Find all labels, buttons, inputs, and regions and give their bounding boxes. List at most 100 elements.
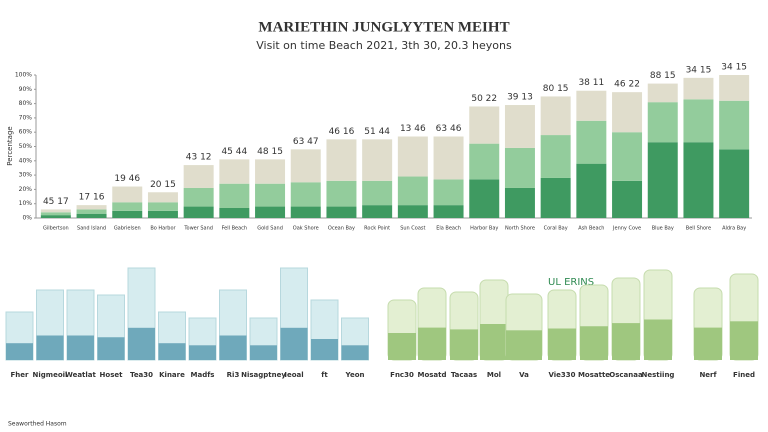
bar-segment [290,149,321,183]
panel-fill [418,327,446,360]
panel-fill [97,337,125,360]
y-tick-label: 0% [22,215,32,222]
x-tick-label: Tower Sand [183,226,213,232]
panel-fill [644,319,672,360]
bar-segment [540,177,571,218]
x-tick-label: Bo Harbor [150,226,176,232]
panel-label: Nerf [699,371,717,379]
panel-label: Ieoal [284,371,303,379]
panel-label: Mosatd [417,371,446,379]
bar-segment [40,215,71,218]
y-tick-label: 20% [19,186,33,193]
x-tick-label: Gilbertson [43,226,69,232]
panel-label: Ri3 [227,371,240,379]
panel-fill [388,333,416,360]
y-tick-label: 100% [15,72,32,79]
bar-segment [683,99,714,143]
panel-fill [580,326,608,360]
bar-segment [719,75,750,101]
x-tick-label: Blue Bay [652,226,674,232]
panel-label: Vie330 [548,371,575,379]
bar-segment [540,135,571,178]
bar-annotation: 45 44 [221,147,247,157]
y-tick-label: 40% [19,157,33,164]
bar-annotation: 63 47 [293,137,319,147]
bar-segment [362,205,393,218]
bar-segment [147,192,178,203]
x-tick-label: Jenny Cove [612,226,641,232]
y-tick-label: 10% [19,200,33,207]
bar-segment [719,100,750,150]
bar-segment [433,136,464,180]
bar-annotation: 20 15 [150,180,176,190]
bar-segment [183,206,214,218]
x-tick-label: North Shore [505,226,535,232]
bar-segment [576,120,607,164]
panel-fill [158,343,186,360]
bar-segment [540,96,571,136]
bar-segment [469,179,500,218]
bar-segment [683,77,714,100]
bar-annotation: 80 15 [543,84,569,94]
x-tick-label: Harbor Bay [470,226,498,232]
bar-annotation: 88 15 [650,71,676,81]
bar-annotation: 38 11 [578,78,604,88]
panel-label: Tacaas [451,371,477,379]
panel-fill [450,329,478,360]
y-axis-label: Percentage [6,126,14,165]
bar-segment [719,149,750,218]
bar-segment [112,210,143,218]
chart-subtitle: Visit on time Beach 2021, 3th 30, 20.3 h… [256,39,512,52]
bar-segment [147,210,178,218]
bar-annotation: 46 22 [614,80,640,90]
bar-segment [576,90,607,121]
bar-segment [219,159,250,184]
y-tick-label: 50% [19,143,33,150]
bar-segment [219,207,250,218]
bar-segment [397,176,428,206]
y-tick-label: 70% [19,114,33,121]
panel-label: Kinare [159,371,185,379]
panel-fill [341,345,369,360]
bar-annotation: 50 22 [471,94,497,104]
x-tick-label: Rock Point [364,226,390,232]
y-tick-label: 90% [19,86,33,93]
bar-segment [183,187,214,207]
bar-segment [326,206,357,218]
y-tick-label: 60% [19,129,33,136]
x-tick-label: Ocean Bay [328,226,355,232]
bar-segment [469,143,500,180]
panel-label: Fher [11,371,30,379]
bar-segment [647,142,678,218]
panel-label: Mosatte [578,371,610,379]
bar-annotation: 17 16 [79,193,105,203]
panel-fill [219,335,247,360]
section-label: UL ERINS [548,277,594,288]
bar-segment [40,209,71,213]
panel-label: Weatlat [65,371,96,379]
bar-annotation: 34 15 [721,63,747,73]
bar-segment [290,182,321,207]
bar-annotation: 63 46 [436,124,462,134]
panel-fill [311,339,338,360]
panel-label: Nestiing [642,371,675,379]
panel-fill [6,343,33,360]
bar-segment [290,206,321,218]
bar-annotation: 34 15 [686,65,712,75]
panel-label: Mol [487,371,501,379]
x-tick-label: Coral Bay [544,226,568,232]
x-tick-label: Aldra Bay [722,226,746,232]
bar-segment [612,132,643,181]
bar-segment [362,139,393,181]
bar-segment [76,209,107,214]
panel-label: Tea30 [130,371,153,379]
panel-fill [250,345,277,360]
bar-segment [504,147,535,188]
bar-segment [433,205,464,218]
bar-segment [76,205,107,210]
bar-segment [112,202,143,211]
bar-segment [112,186,143,203]
bar-annotation: 43 12 [186,153,212,163]
